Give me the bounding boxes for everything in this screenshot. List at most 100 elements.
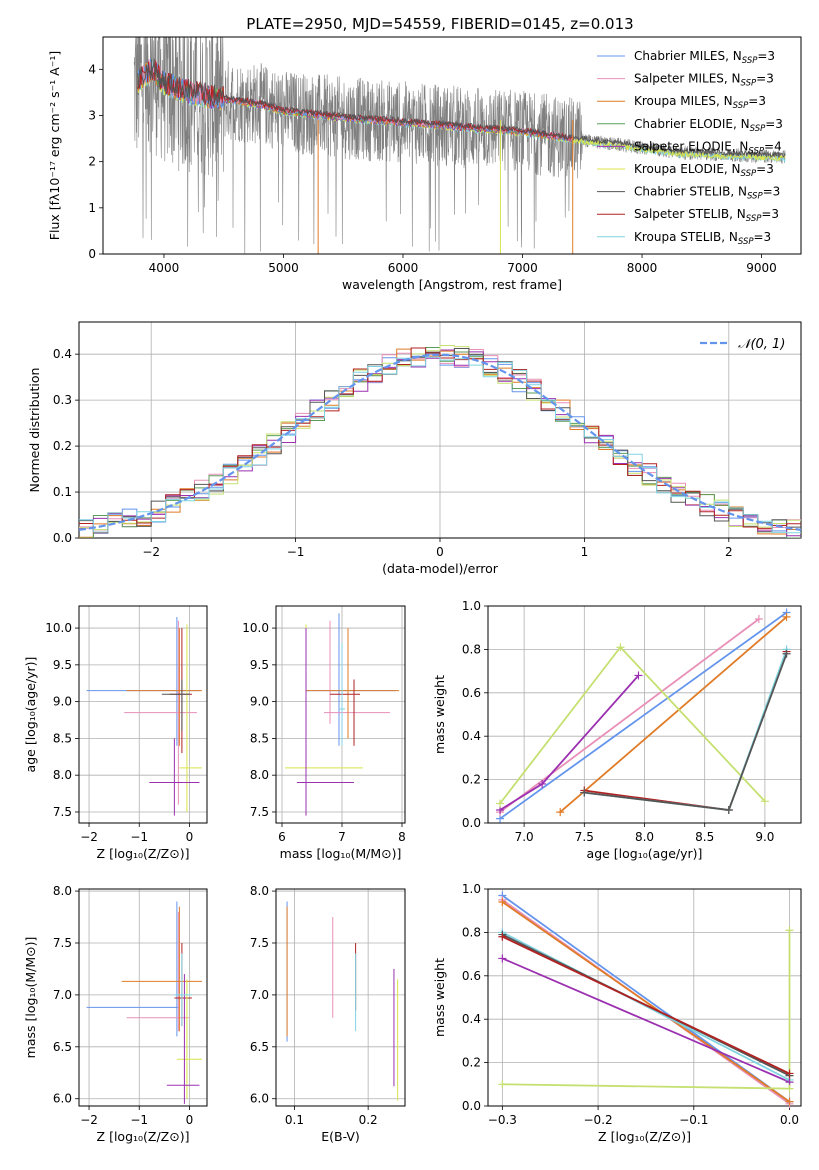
legend-entry: Salpeter MILES, NSSP=3 [634,72,774,89]
y-tick-label: 7.5 [53,936,72,950]
plot-area [86,617,202,816]
legend-label: Chabrier ELODIE, N [634,117,750,131]
y-axis-label: mass [log₁₀(M/M⊙)] [23,937,38,1059]
y-tick-label: 0.4 [53,347,72,361]
y-tick-label: 8.5 [250,731,269,745]
y-tick-label: 8.0 [53,768,72,782]
y-tick-label: 10.0 [45,621,72,635]
x-tick-label: −1 [130,830,148,844]
legend-label: Salpeter ELODIE, N [634,139,748,153]
y-axis-label: Normed distribution [27,368,42,493]
legend-count: =4 [764,139,782,153]
legend-entry: Salpeter ELODIE, NSSP=4 [634,139,782,156]
residual-histogram [79,345,801,531]
y-tick-label: 6.0 [250,1092,269,1106]
y-tick-label: 6.5 [250,1040,269,1054]
legend-label: 𝒩(0, 1) [738,337,785,352]
plus-marker [616,643,625,652]
axes-frame [487,888,802,1107]
y-axis-label: mass weight [432,675,447,754]
y-tick-label: 0.4 [462,729,481,743]
x-tick-label: −1 [287,545,305,559]
plus-marker [556,808,565,817]
y-tick-label: 0.4 [462,1012,481,1026]
y-tick-label: 6.5 [53,1040,72,1054]
y-tick-label: 7.5 [250,805,269,819]
y-axis-label: age [log₁₀(age/yr)] [23,657,38,773]
x-tick-label: 8 [398,830,406,844]
y-tick-label: 0.0 [53,531,72,545]
weight-line [501,931,790,1081]
x-tick-label: 0 [436,545,444,559]
y-axis-label: Flux [fλ10⁻¹⁷ erg cm⁻² s⁻¹ A⁻¹] [47,51,62,240]
plus-marker [580,788,589,797]
y-tick-label: 0.0 [462,1099,481,1113]
legend-label: Chabrier STELIB, N [634,185,747,199]
y-tick-label: 0.2 [462,1056,481,1070]
weight-line [499,618,760,813]
weight-line [502,957,790,1083]
legend-label: Salpeter MILES, N [634,72,741,86]
y-tick-label: 0.3 [53,393,72,407]
x-tick-label: 0.0 [780,1113,799,1127]
x-tick-label: 2 [725,545,733,559]
legend-entry: Chabrier MILES, NSSP=3 [634,49,775,66]
plot-area [133,37,786,254]
x-tick-label: 1 [581,545,589,559]
x-axis-label: Z [log₁₀(Z/Z⊙)] [97,846,190,861]
x-axis-label: Z [log₁₀(Z/Z⊙)] [97,1129,190,1144]
x-tick-label: 9000 [746,261,777,275]
x-axis-label: age [log₁₀(age/yr)] [587,846,703,861]
legend-label: Kroupa MILES, N [634,94,733,108]
legend-count: =3 [756,162,774,176]
axes-frame [78,605,208,824]
legend-label: Kroupa STELIB, N [634,230,738,244]
y-tick-label: 9.5 [250,658,269,672]
plot-area [86,901,202,1104]
model-spectrum-line [137,58,786,159]
y-tick-label: 9.0 [250,695,269,709]
plus-marker [498,1080,507,1089]
x-tick-label: 7.0 [515,830,534,844]
x-tick-label: −0.3 [488,1113,517,1127]
plus-marker [724,805,733,814]
legend-count: =3 [763,185,781,199]
y-tick-label: 1.0 [462,882,481,896]
legend-entry: Kroupa STELIB, NSSP=3 [634,230,771,247]
y-tick-label: 0.2 [462,773,481,787]
chart-age-vs-mass: 6 7 8 7.5 8.0 8.5 9.0 9.5 10.0 mass [log₁₀(M/M⊙)] [242,605,406,861]
x-tick-label: 0 [186,1113,194,1127]
x-tick-label: −0.2 [584,1113,613,1127]
x-tick-label: −2 [80,1113,98,1127]
x-axis-label: Z [log₁₀(Z/Z⊙)] [598,1129,691,1144]
y-tick-label: 1.0 [462,599,481,613]
y-tick-label: 6.0 [53,1092,72,1106]
y-tick-label: 0.1 [53,485,72,499]
x-tick-label: −2 [80,830,98,844]
residual-histogram [79,356,801,534]
gaussian-curve [79,353,801,531]
y-tick-label: 9.5 [53,658,72,672]
legend-entry: Chabrier STELIB, NSSP=3 [634,185,780,202]
x-tick-label: 7 [338,830,346,844]
x-tick-label: 7000 [507,261,538,275]
x-tick-label: 8000 [627,261,658,275]
chart-age-vs-Z: −2 −1 0 7.5 8.0 8.5 9.0 9.5 10.0 Z [log₁₀(Z/Z⊙)] a… [23,605,208,861]
legend-count: =3 [761,207,779,221]
x-tick-label: 8.5 [695,830,714,844]
x-tick-label: 0.2 [359,1113,378,1127]
chart-mass-weight-vs-Z: −0.3 −0.2 −0.1 0.0 0.0 0.2 0.4 0.6 0.8 1.0 Z [log₁… [432,882,802,1144]
x-tick-label: 7.5 [575,830,594,844]
x-tick-label: 0 [186,830,194,844]
legend-entry: Kroupa MILES, NSSP=3 [634,94,766,111]
y-tick-label: 3 [88,108,96,122]
legend-entry: Kroupa ELODIE, NSSP=3 [634,162,774,179]
y-tick-label: 2 [88,155,96,169]
weight-line [502,935,790,1075]
y-tick-label: 8.0 [250,884,269,898]
y-tick-label: 0.6 [462,969,481,983]
plot-area [286,901,399,1101]
y-tick-label: 0.8 [462,642,481,656]
figure-title: PLATE=2950, MJD=54559, FIBERID=0145, z=0… [246,15,633,33]
